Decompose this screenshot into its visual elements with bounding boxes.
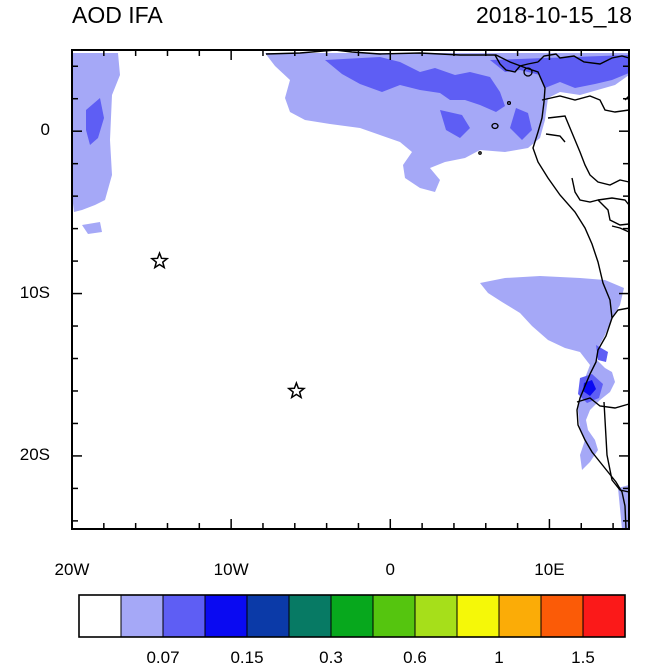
colorbar-swatch	[246, 594, 290, 638]
colorbar-swatch	[78, 594, 122, 638]
y-tick-label: 10S	[19, 282, 50, 302]
colorbar-frame	[78, 594, 626, 638]
y-tick-label: 0	[40, 120, 50, 140]
star-marker	[286, 380, 307, 400]
colorbar-label: 0.3	[319, 648, 343, 667]
colorbar-swatch	[204, 594, 248, 638]
colorbar-swatch	[288, 594, 332, 638]
star-marker	[149, 250, 170, 270]
colorbar-label: 1	[494, 648, 504, 667]
islands	[478, 67, 533, 155]
map-plot-area	[71, 49, 630, 530]
colorbar-swatch	[456, 594, 500, 638]
x-tick-label: 0	[385, 560, 396, 579]
colorbar-swatch	[372, 594, 416, 638]
colorbar-swatch	[582, 594, 626, 638]
map-title: AOD IFA	[72, 2, 163, 28]
colorbar-swatch	[120, 594, 164, 638]
marker-layer	[149, 250, 307, 400]
axis-ticks	[71, 50, 629, 529]
colorbar-swatch	[162, 594, 206, 638]
colorbar-swatch	[330, 594, 374, 638]
colorbar-swatch	[498, 594, 542, 638]
colorbar-label: 1.5	[571, 648, 595, 667]
colorbar-label: 0.07	[146, 648, 180, 667]
colorbar-swatch	[414, 594, 458, 638]
map-datetime: 2018-10-15_18	[475, 2, 632, 28]
colorbar-label: 0.15	[230, 648, 264, 667]
y-tick-label: 20S	[19, 444, 50, 464]
colorbar-label: 0.6	[403, 648, 427, 667]
colorbar-swatch	[540, 594, 584, 638]
x-tick-label: 10E	[534, 560, 565, 579]
x-tick-label: 10W	[213, 560, 249, 579]
map-frame	[71, 49, 630, 530]
colorbar	[78, 594, 626, 638]
x-tick-label: 20W	[54, 560, 90, 579]
